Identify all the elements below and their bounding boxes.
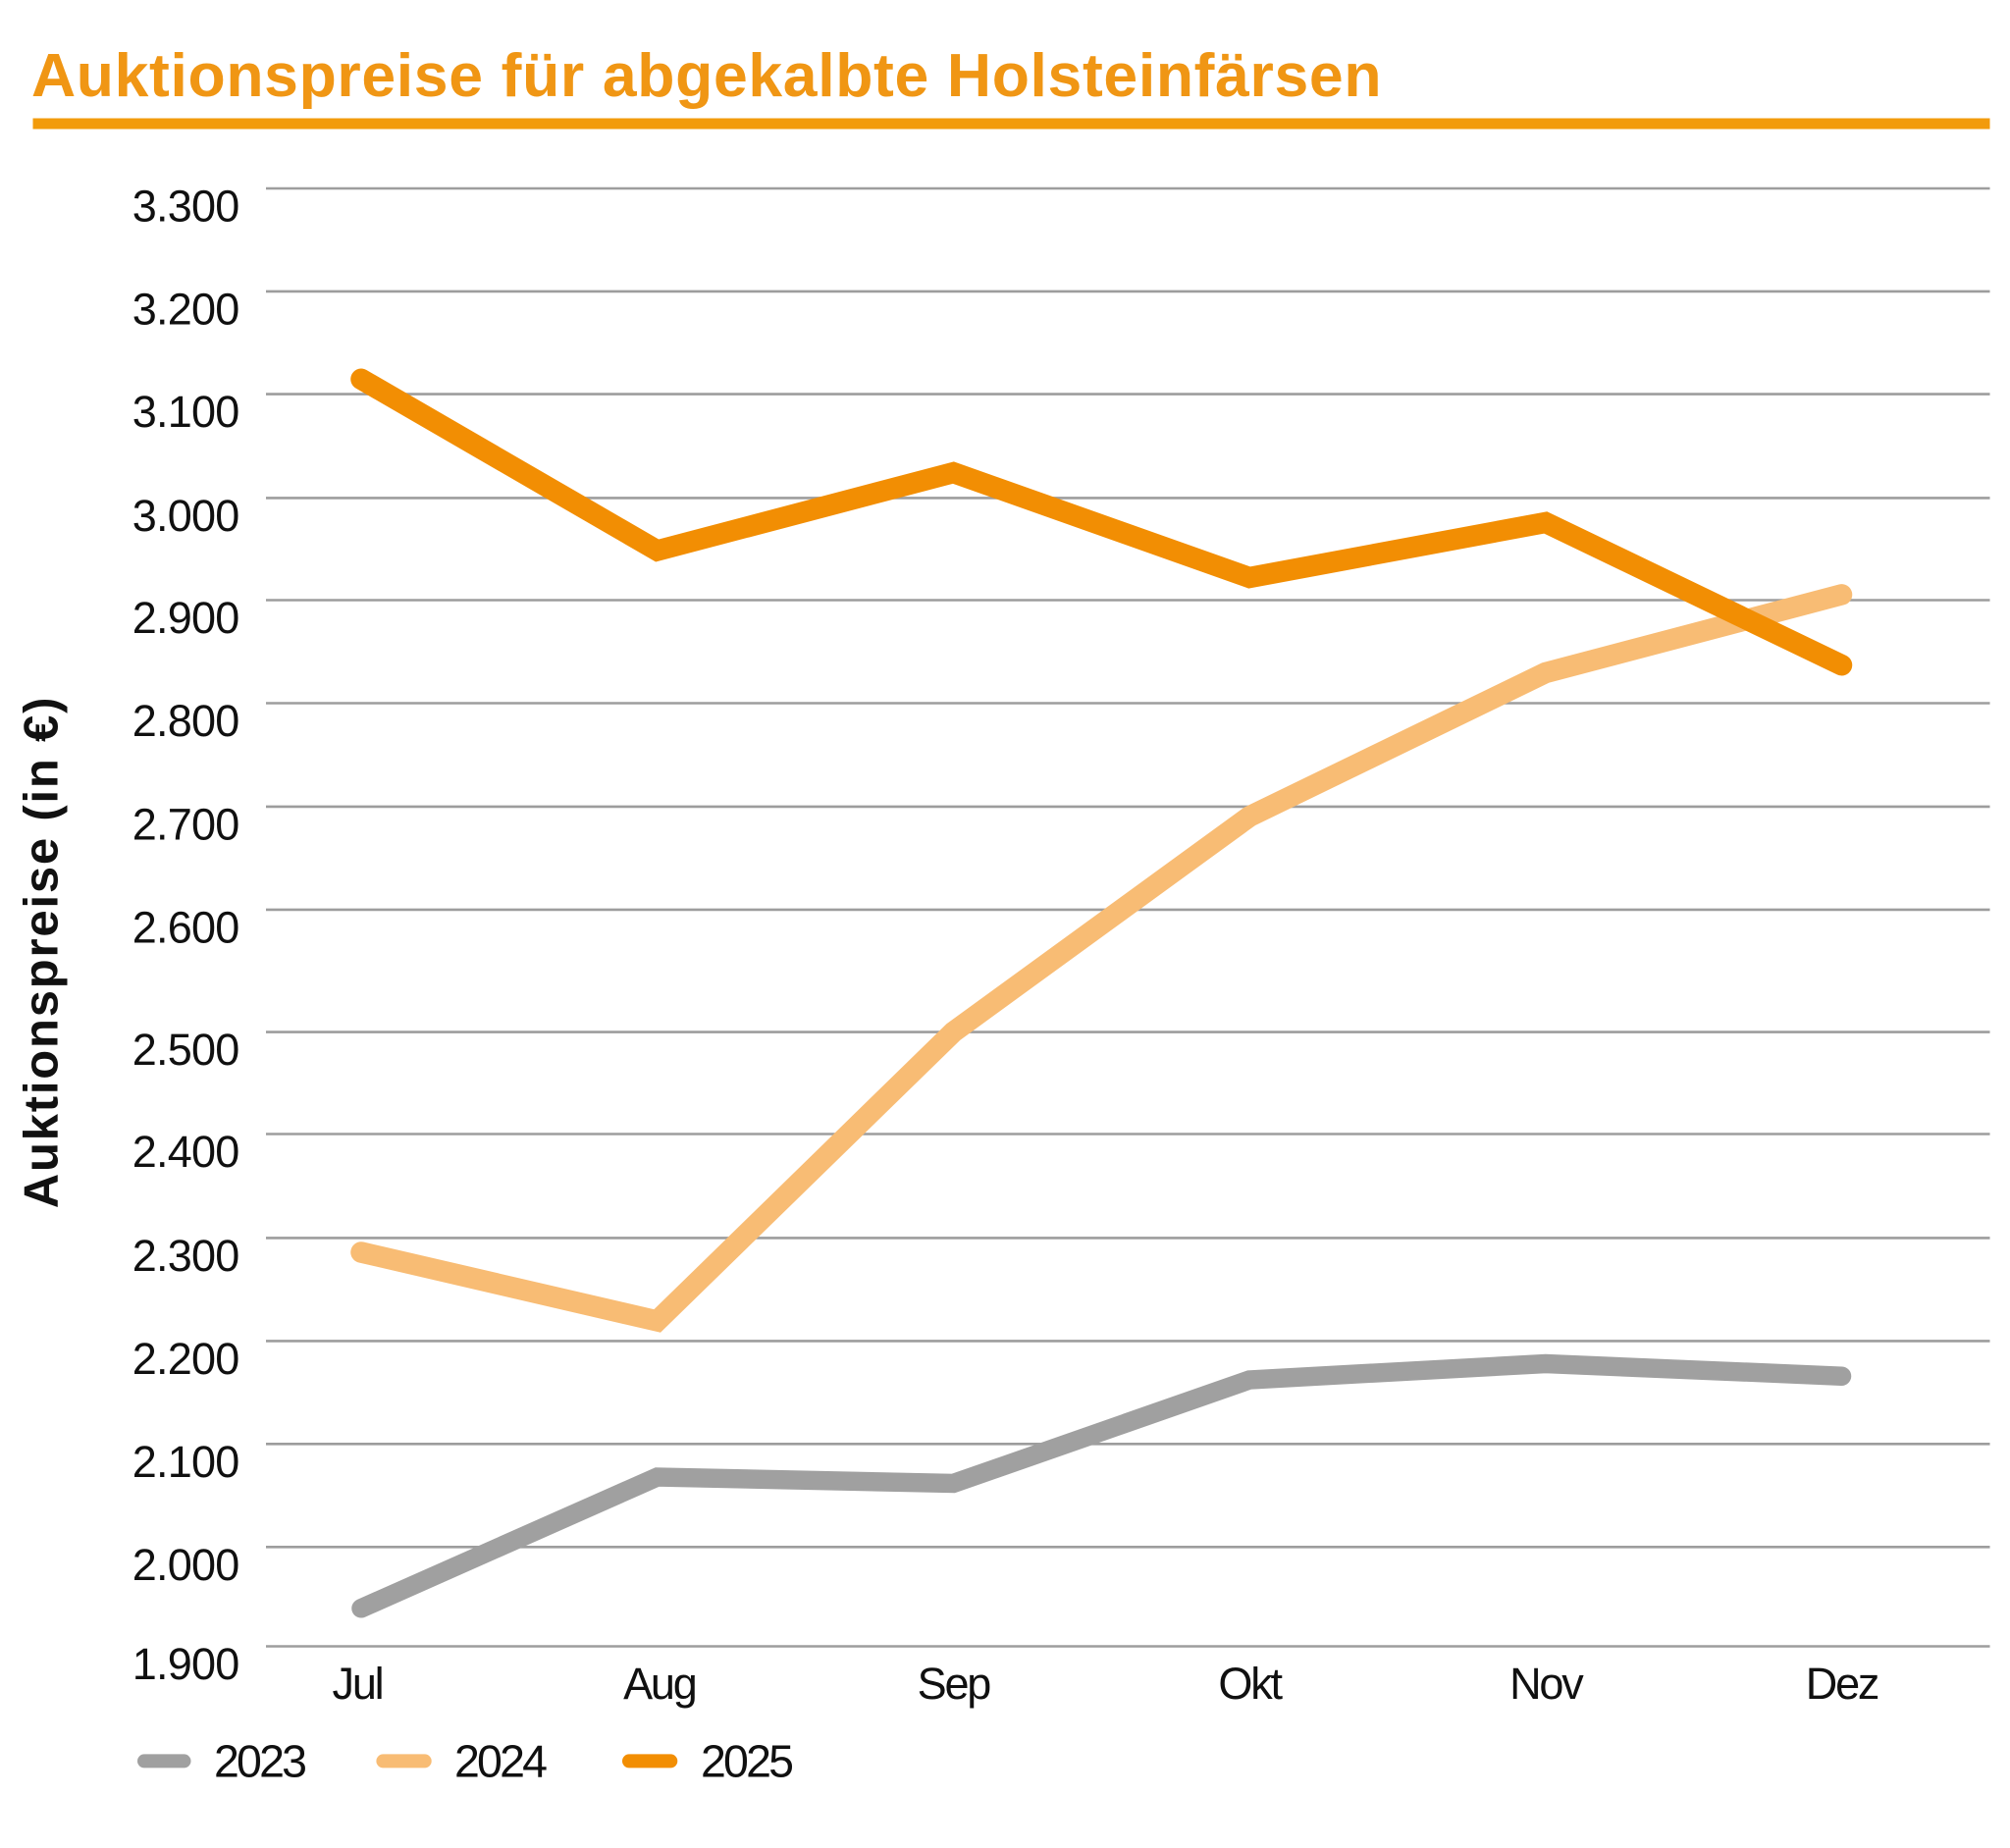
svg-text:2.800: 2.800 bbox=[132, 696, 239, 746]
svg-text:3.100: 3.100 bbox=[132, 387, 239, 437]
svg-text:3.200: 3.200 bbox=[132, 284, 239, 334]
svg-text:2.600: 2.600 bbox=[132, 902, 239, 952]
svg-text:2025: 2025 bbox=[701, 1736, 792, 1787]
svg-text:Jul: Jul bbox=[333, 1659, 383, 1709]
svg-text:Dez: Dez bbox=[1806, 1659, 1878, 1709]
svg-text:2.900: 2.900 bbox=[132, 593, 239, 643]
svg-text:Auktionspreise für abgekalbte: Auktionspreise für abgekalbte Holsteinfä… bbox=[31, 41, 1382, 110]
svg-text:2024: 2024 bbox=[454, 1736, 547, 1787]
svg-text:2.700: 2.700 bbox=[132, 799, 239, 849]
svg-text:1.900: 1.900 bbox=[132, 1639, 239, 1689]
svg-text:2.400: 2.400 bbox=[132, 1127, 239, 1177]
svg-text:Aug: Aug bbox=[623, 1659, 696, 1709]
svg-text:Sep: Sep bbox=[918, 1659, 991, 1709]
svg-text:3.300: 3.300 bbox=[132, 182, 239, 232]
svg-text:3.000: 3.000 bbox=[132, 491, 239, 541]
svg-text:Auktionspreise (in €): Auktionspreise (in €) bbox=[16, 696, 69, 1208]
svg-text:Nov: Nov bbox=[1509, 1659, 1584, 1709]
svg-text:2.500: 2.500 bbox=[132, 1025, 239, 1075]
svg-text:2.200: 2.200 bbox=[132, 1334, 239, 1384]
svg-text:2.100: 2.100 bbox=[132, 1437, 239, 1487]
svg-text:2.300: 2.300 bbox=[132, 1231, 239, 1281]
svg-text:Okt: Okt bbox=[1218, 1659, 1283, 1709]
svg-text:2.000: 2.000 bbox=[132, 1540, 239, 1590]
svg-text:2023: 2023 bbox=[214, 1736, 305, 1787]
